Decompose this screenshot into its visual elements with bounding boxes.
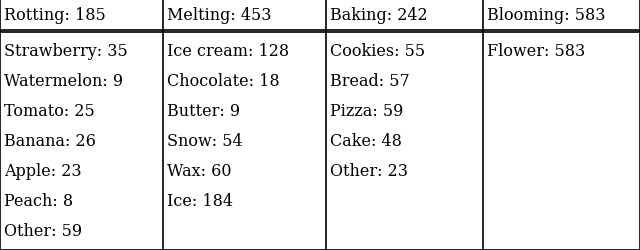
Text: Watermelon: 9: Watermelon: 9 — [4, 73, 123, 90]
Text: Ice cream: 128: Ice cream: 128 — [167, 43, 289, 60]
Text: Banana: 26: Banana: 26 — [4, 132, 96, 150]
Text: Other: 59: Other: 59 — [4, 222, 82, 239]
Text: Other: 23: Other: 23 — [330, 162, 408, 179]
Text: Melting: 453: Melting: 453 — [167, 8, 271, 24]
Text: Snow: 54: Snow: 54 — [167, 132, 243, 150]
Text: Peach: 8: Peach: 8 — [4, 192, 73, 209]
Text: Cake: 48: Cake: 48 — [330, 132, 402, 150]
Text: Pizza: 59: Pizza: 59 — [330, 102, 403, 120]
Text: Chocolate: 18: Chocolate: 18 — [167, 73, 280, 90]
Text: Butter: 9: Butter: 9 — [167, 102, 240, 120]
Text: Apple: 23: Apple: 23 — [4, 162, 82, 179]
Text: Strawberry: 35: Strawberry: 35 — [4, 43, 128, 60]
Text: Ice: 184: Ice: 184 — [167, 192, 233, 209]
Text: Rotting: 185: Rotting: 185 — [4, 8, 106, 24]
Text: Baking: 242: Baking: 242 — [330, 8, 428, 24]
Text: Tomato: 25: Tomato: 25 — [4, 102, 95, 120]
Text: Cookies: 55: Cookies: 55 — [330, 43, 425, 60]
Text: Flower: 583: Flower: 583 — [487, 43, 585, 60]
Text: Bread: 57: Bread: 57 — [330, 73, 410, 90]
Text: Blooming: 583: Blooming: 583 — [487, 8, 605, 24]
Text: Wax: 60: Wax: 60 — [167, 162, 232, 179]
